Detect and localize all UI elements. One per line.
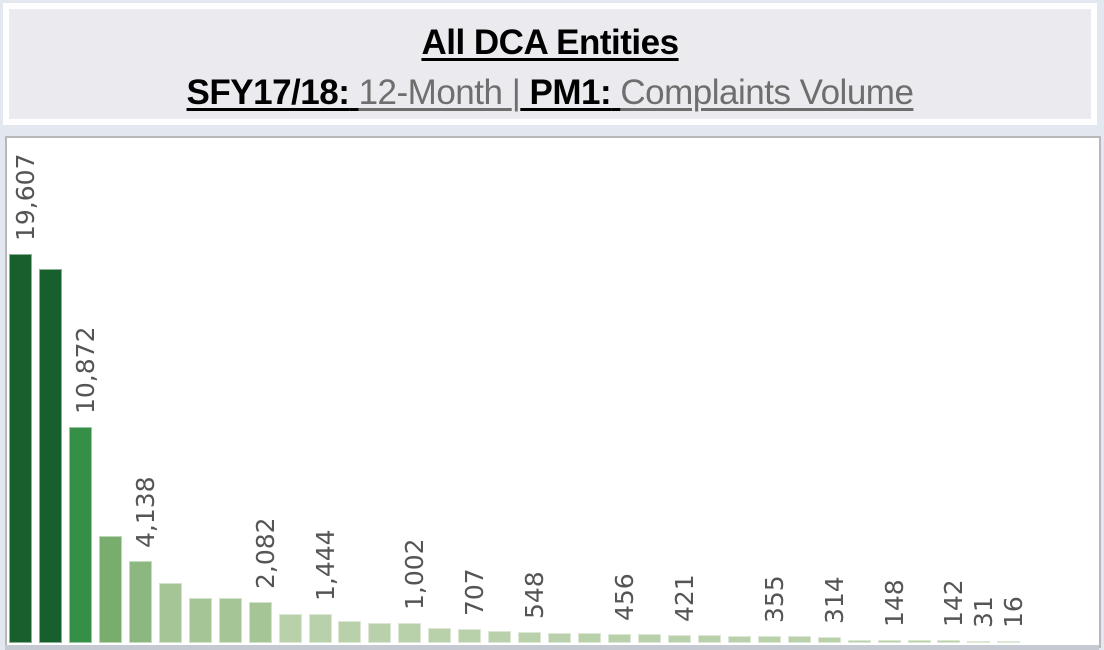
bar[interactable] [338,621,362,643]
bar[interactable] [398,623,422,643]
bar[interactable] [308,614,332,643]
bar[interactable] [98,536,122,643]
measure-label: PM1: [529,73,612,112]
data-label: 2,082 [250,517,280,589]
measure-value-link[interactable]: Complaints Volume [620,73,914,112]
bar[interactable] [128,561,152,643]
bar[interactable] [158,583,182,643]
entity-title: All DCA Entities [421,23,679,62]
period-value-link[interactable]: 12-Month [358,73,503,112]
data-label: 4,138 [130,476,160,548]
bar[interactable] [548,633,572,643]
bar[interactable] [667,635,691,643]
bar[interactable] [937,640,961,643]
bar[interactable] [907,640,931,643]
bar[interactable] [9,254,32,643]
data-label: 548 [520,571,550,619]
bar[interactable] [608,634,631,643]
bar[interactable] [997,641,1021,643]
bar[interactable] [697,635,721,643]
data-label: 148 [879,579,909,627]
bar[interactable] [817,637,841,643]
chart-subtitle: SFY17/18: 12-Month | PM1: Complaints Vol… [9,73,1091,113]
bar[interactable] [248,602,272,643]
bar[interactable] [787,636,811,643]
bar[interactable] [847,640,871,643]
data-label: 10,872 [70,326,100,414]
data-label: 456 [610,573,639,621]
bar[interactable] [278,614,302,643]
title-banner: All DCA Entities SFY17/18: 12-Month | PM… [3,3,1097,125]
period-label: SFY17/18: [186,73,350,112]
bar[interactable] [68,427,92,643]
data-label: 707 [460,568,490,616]
x-axis-baseline [5,645,1099,650]
bar[interactable] [368,623,392,643]
bar[interactable] [637,634,661,643]
data-label: 19,607 [11,153,40,241]
bar[interactable] [458,629,482,643]
title-panel: All DCA Entities SFY17/18: 12-Month | PM… [9,9,1091,119]
bar[interactable] [428,628,452,643]
data-label: 31 [969,596,999,628]
subtitle-separator: | [511,73,521,112]
bar[interactable] [488,631,512,643]
bar-chart-area: 19,607 10,872 4,138 2,082 1,444 1,002 707 548 45… [5,136,1101,648]
bar[interactable] [727,636,751,643]
data-label: 1,002 [400,538,430,610]
data-label: 421 [669,574,699,622]
bar[interactable] [757,636,781,643]
data-label: 355 [759,575,789,623]
data-label: 142 [939,579,969,627]
chart-title: All DCA Entities [9,23,1091,63]
data-label: 16 [999,596,1029,628]
bar[interactable] [218,598,242,643]
bar[interactable] [188,598,212,643]
data-label: 314 [819,576,849,624]
bar[interactable] [578,633,602,643]
bar[interactable] [518,632,542,643]
bar[interactable] [38,269,62,643]
bar[interactable] [877,640,901,643]
bar[interactable] [967,641,991,643]
separator [502,73,511,112]
data-label: 1,444 [310,529,340,601]
